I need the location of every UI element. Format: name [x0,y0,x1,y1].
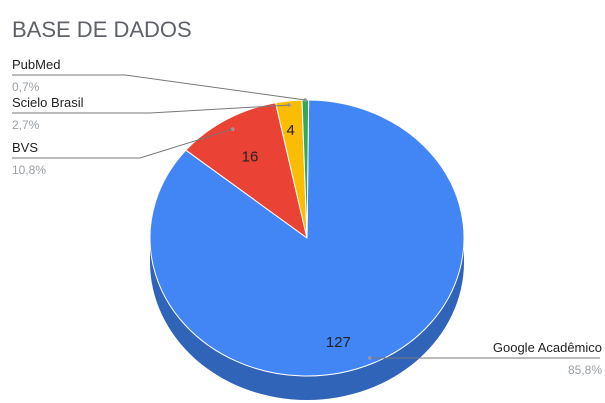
slice-percent-google-academico: 85,8% [568,363,602,377]
chart-title: BASE DE DADOS [12,17,192,42]
slice-label-scielo-brasil: Scielo Brasil [12,95,84,110]
slice-percent-pubmed: 0,7% [12,80,40,94]
slice-percent-scielo-brasil: 2,7% [12,118,40,132]
slice-side-google-academico [150,238,464,400]
leader-line-bvs [12,128,233,159]
pie-slices [149,99,465,377]
value-label-scielo-brasil: 4 [287,122,295,139]
slice-label-pubmed: PubMed [12,57,60,72]
value-label-google-academico: 127 [326,334,351,351]
value-labels: 127 16 4 [242,122,351,351]
pie-3d-sides [150,238,464,400]
slice-label-bvs: BVS [12,140,38,155]
slice-label-google-academico: Google Acadêmico [493,340,602,355]
slice-percent-bvs: 10,8% [12,163,46,177]
slice-labels: Google Acadêmico 85,8% BVS 10,8% Scielo Bras… [12,57,602,377]
leader-line-scielo-brasil [12,104,290,114]
slice-bvs[interactable] [185,102,308,239]
leader-line-pubmed [12,74,306,101]
value-label-bvs: 16 [242,149,259,166]
leader-lines [12,74,600,360]
leader-dot-scielo-brasil [287,103,292,107]
